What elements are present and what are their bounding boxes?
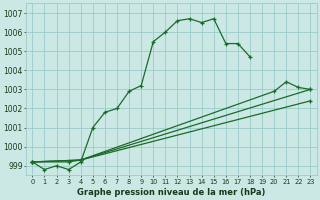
- X-axis label: Graphe pression niveau de la mer (hPa): Graphe pression niveau de la mer (hPa): [77, 188, 266, 197]
